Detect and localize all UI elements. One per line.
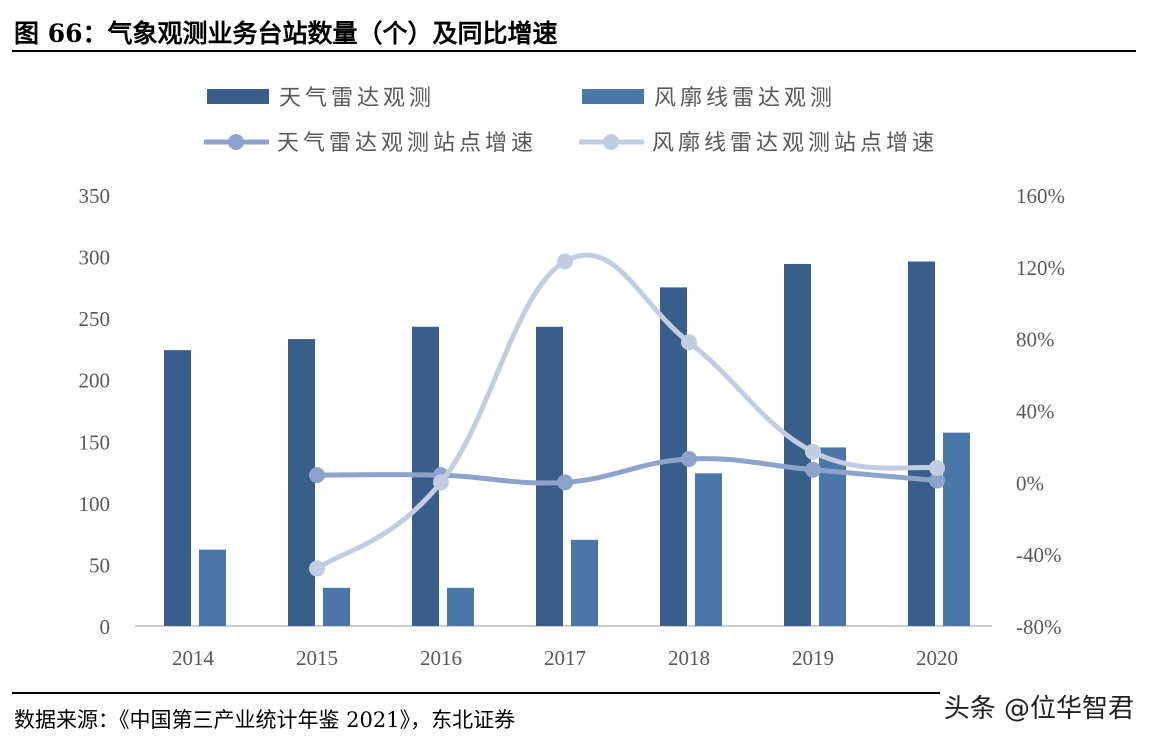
- figure-title: 图 66：气象观测业务台站数量（个）及同比增速: [14, 19, 558, 48]
- y-left-tick-label: 0: [100, 615, 111, 639]
- legend-swatch: [207, 89, 269, 104]
- chart: 0 50 100 150 200 250 300 350 -80% -40% 0% 40% 80% 120…: [79, 85, 1066, 670]
- y-left-tick-label: 100: [79, 492, 111, 516]
- bar-wind-profiler-radar: [695, 473, 722, 626]
- y-right-tick-label: 0%: [1016, 471, 1044, 495]
- y-right-tick-label: -40%: [1016, 543, 1062, 567]
- x-tick-label: 2019: [792, 646, 834, 670]
- bar-weather-radar: [536, 326, 563, 626]
- bar-wind-profiler-radar: [571, 539, 598, 626]
- point-wind-profiler-growth: [433, 474, 449, 491]
- y-right-tick-label: 40%: [1016, 400, 1055, 424]
- x-tick-label: 2014: [172, 646, 215, 670]
- point-wind-profiler-growth: [557, 253, 573, 270]
- x-tick-label: 2016: [420, 646, 462, 670]
- point-wind-profiler-growth: [929, 459, 945, 476]
- bar-wind-profiler-radar: [447, 587, 474, 626]
- x-tick-label: 2017: [544, 646, 586, 670]
- bar-weather-radar: [908, 261, 935, 626]
- y-left-tick-label: 150: [79, 430, 111, 454]
- x-tick-label: 2018: [668, 646, 710, 670]
- legend-label: 风廓线雷达观测站点增速: [652, 130, 938, 155]
- y-right-tick-label: 80%: [1016, 328, 1055, 352]
- legend-swatch: [582, 89, 644, 104]
- legend-marker: [228, 134, 244, 150]
- point-weather-radar-growth: [309, 467, 325, 484]
- bar-wind-profiler-radar: [819, 447, 846, 626]
- point-wind-profiler-growth: [309, 560, 325, 577]
- y-right-tick-label: 120%: [1016, 256, 1065, 280]
- line-weather-radar-growth: [316, 456, 938, 486]
- legend-label: 风廓线雷达观测: [654, 85, 836, 110]
- y-left-tick-label: 300: [79, 246, 111, 270]
- point-weather-radar-growth: [681, 450, 697, 467]
- top-divider: [12, 50, 1136, 52]
- legend-label: 天气雷达观测站点增速: [277, 130, 537, 155]
- y-left-tick-label: 200: [79, 369, 111, 393]
- y-right-tick-label: -80%: [1016, 615, 1062, 639]
- bar-weather-radar: [164, 350, 191, 626]
- x-tick-label: 2015: [296, 646, 338, 670]
- bar-wind-profiler-radar: [323, 587, 350, 626]
- point-wind-profiler-growth: [805, 443, 821, 460]
- y-left-tick-label: 50: [89, 553, 110, 577]
- point-weather-radar-growth: [805, 461, 821, 478]
- legend-marker: [603, 134, 619, 150]
- source-note: 数据来源：《中国第三产业统计年鉴 2021》，东北证券: [14, 708, 516, 732]
- bar-wind-profiler-radar: [943, 432, 970, 626]
- y-left-tick-label: 350: [79, 184, 111, 208]
- y-left-tick-label: 250: [79, 307, 111, 331]
- point-weather-radar-growth: [557, 474, 573, 491]
- watermark: 头条 @位华智君: [939, 688, 1138, 725]
- bar-weather-radar: [288, 339, 315, 626]
- y-right-tick-label: 160%: [1016, 184, 1065, 208]
- legend-label: 天气雷达观测: [279, 85, 435, 110]
- x-tick-label: 2020: [916, 646, 958, 670]
- point-weather-radar-growth: [929, 472, 945, 489]
- point-wind-profiler-growth: [681, 334, 697, 351]
- bar-wind-profiler-radar: [199, 549, 226, 626]
- bottom-divider: [12, 692, 1136, 694]
